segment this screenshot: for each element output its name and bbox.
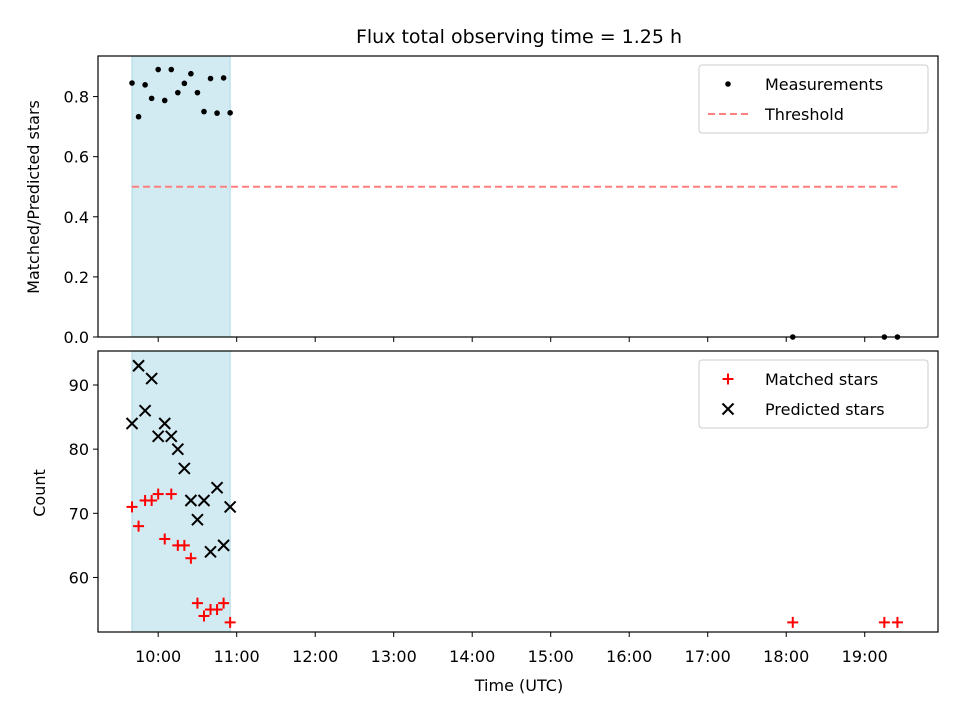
predicted-star-point [165, 430, 178, 443]
bottom-shaded-span [131, 350, 231, 633]
measurement-point [175, 89, 181, 96]
top-y-tick-label: 0.2 [64, 268, 89, 287]
legend-label: Matched stars [765, 370, 878, 389]
measurement-point [142, 82, 148, 88]
measurement-point [181, 80, 188, 87]
predicted-star-point [223, 500, 237, 514]
top-y-tick-label: 0.8 [64, 88, 89, 107]
predicted-star-point [132, 359, 145, 372]
measurement-point [161, 97, 168, 104]
measurement-point [201, 108, 207, 115]
bottom-panel: 60 70 80 90 10:00 11:00 12:00 13:00 14:00 15:00 16… [69, 350, 939, 666]
predicted-star-point [210, 481, 224, 494]
matched-star-point [146, 494, 158, 506]
measurement-point [207, 75, 214, 82]
legend-matched-marker [722, 373, 734, 385]
matched-star-point [891, 616, 903, 628]
top-y-tick-label: 0.6 [64, 148, 89, 167]
top-axes-frame [97, 55, 939, 338]
bottom-y-tick-label: 60 [69, 568, 89, 587]
predicted-star-point [145, 372, 158, 385]
predicted-star-point [197, 494, 211, 507]
top-legend: Measurements Threshold [698, 64, 929, 134]
matched-star-point [224, 616, 236, 628]
matched-star-point [152, 488, 164, 500]
measurement-point [129, 80, 135, 86]
matched-star-point [218, 597, 230, 609]
x-tick-label: 18:00 [763, 647, 809, 666]
bottom-y-axis-label: Count [30, 469, 49, 517]
x-tick-label: 16:00 [606, 647, 652, 666]
bottom-y-tick-label: 70 [69, 504, 89, 523]
matched-star-point [198, 610, 210, 622]
chart-title: Flux total observing time = 1.25 h [356, 26, 682, 48]
x-axis-label: Time (UTC) [474, 676, 563, 695]
bottom-y-tick-label: 90 [69, 376, 89, 395]
measurement-point [168, 66, 175, 73]
matched-star-point [126, 501, 138, 513]
legend-label: Threshold [764, 105, 844, 124]
top-panel: 0.0 0.2 0.4 0.6 0.8 Measurements Threshold [64, 55, 939, 347]
measurement-point [194, 89, 201, 96]
matched-star-point [191, 597, 203, 609]
predicted-star-point [138, 404, 152, 417]
measurement-point [214, 110, 220, 116]
top-shaded-span [131, 55, 231, 338]
matched-star-point [878, 616, 890, 628]
measurement-point [220, 75, 227, 81]
matched-star-point [211, 604, 223, 616]
matched-star-point [185, 552, 197, 564]
predicted-star-point [191, 513, 204, 526]
bottom-y-tick-label: 80 [69, 440, 89, 459]
predicted-star-point [184, 494, 198, 507]
legend-label: Predicted stars [765, 400, 885, 419]
matched-star-point [165, 488, 177, 500]
legend-label: Measurements [765, 75, 883, 94]
x-tick-label: 10:00 [135, 647, 181, 666]
legend-box [698, 359, 929, 429]
x-tick-label: 19:00 [842, 647, 888, 666]
legend-measurement-marker [725, 81, 731, 87]
top-y-axis-label: Matched/Predicted stars [24, 100, 43, 294]
bottom-legend: Matched stars Predicted stars [698, 359, 929, 429]
predicted-star-point [151, 430, 165, 443]
top-y-tick-label: 0.4 [64, 208, 89, 227]
matched-star-point [178, 539, 190, 551]
matched-star-point [787, 616, 799, 628]
predicted-star-point [178, 462, 191, 475]
matched-star-point [133, 520, 145, 532]
measurement-point [155, 66, 161, 73]
legend-predicted-marker [721, 402, 735, 416]
matched-star-point [159, 533, 171, 545]
x-tick-label: 14:00 [449, 647, 495, 666]
predicted-star-point [217, 539, 230, 552]
predicted-star-point [171, 442, 185, 456]
measurement-point [135, 113, 142, 120]
predicted-star-point [158, 417, 171, 430]
x-tick-label: 15:00 [528, 647, 574, 666]
predicted-star-point [204, 545, 217, 559]
measurement-point [188, 70, 194, 77]
top-y-tick-label: 0.0 [64, 328, 89, 347]
predicted-star-point [125, 417, 139, 430]
measurement-point [227, 110, 233, 116]
legend-box [698, 64, 929, 134]
x-tick-label: 12:00 [292, 647, 338, 666]
measurement-point [148, 95, 155, 102]
bottom-axes-frame [97, 350, 939, 633]
x-tick-label: 17:00 [685, 647, 731, 666]
x-tick-label: 11:00 [214, 647, 260, 666]
x-tick-label: 13:00 [371, 647, 417, 666]
